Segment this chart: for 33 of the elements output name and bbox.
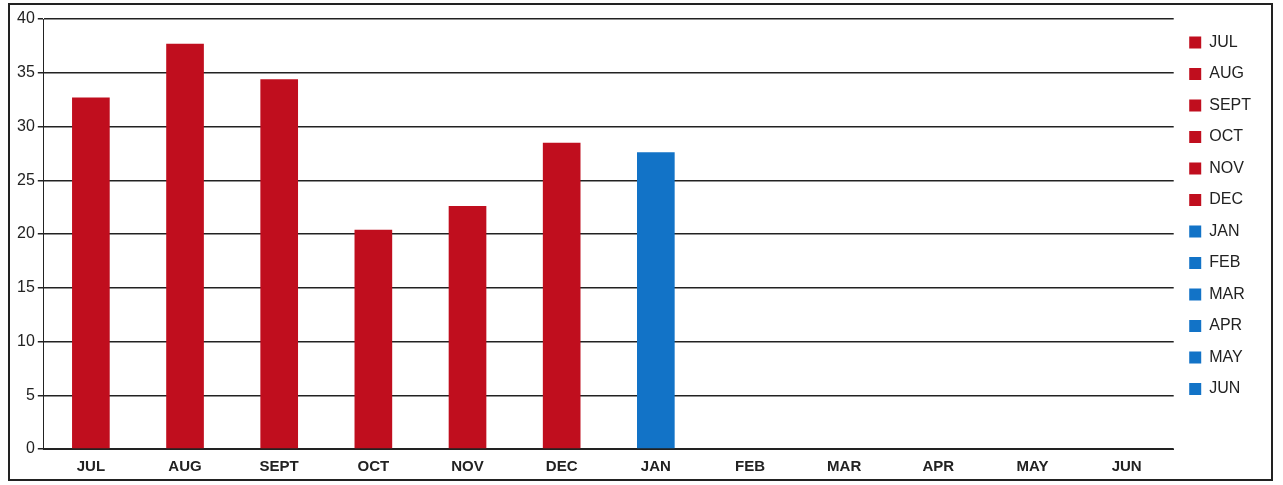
legend-label: MAR bbox=[1209, 284, 1245, 302]
x-tick-label: NOV bbox=[451, 457, 484, 475]
y-tick-label: 20 bbox=[17, 224, 35, 242]
legend-label: JUL bbox=[1209, 32, 1238, 50]
x-tick-label: JUN bbox=[1111, 457, 1142, 475]
x-tick-label: JUL bbox=[76, 457, 106, 475]
y-tick-label: 35 bbox=[17, 63, 35, 81]
x-tick-label: APR bbox=[922, 457, 955, 475]
y-tick-label: 10 bbox=[17, 331, 35, 349]
x-tick-label: FEB bbox=[734, 457, 766, 475]
legend-label: DEC bbox=[1209, 190, 1243, 208]
x-tick-label: MAY bbox=[1016, 457, 1049, 475]
legend-label: MAY bbox=[1209, 347, 1244, 365]
x-tick-label: OCT bbox=[357, 457, 390, 475]
x-tick-label: SEPT bbox=[259, 457, 299, 475]
legend-label: NOV bbox=[1209, 158, 1245, 176]
x-tick-label: AUG bbox=[168, 457, 202, 475]
y-tick-label: 15 bbox=[17, 278, 35, 296]
legend-label: OCT bbox=[1209, 127, 1244, 145]
legend-label: JUN bbox=[1209, 379, 1241, 397]
y-tick-label: 40 bbox=[17, 9, 35, 27]
y-tick-label: 30 bbox=[17, 116, 35, 134]
x-tick-label: MAR bbox=[827, 457, 862, 475]
x-tick-label: DEC bbox=[545, 457, 578, 475]
legend-label: SEPT bbox=[1209, 95, 1252, 113]
x-tick-label: JAN bbox=[640, 457, 671, 475]
y-tick-label: 0 bbox=[25, 439, 35, 457]
y-tick-label: 5 bbox=[25, 385, 35, 403]
legend-label: AUG bbox=[1209, 64, 1244, 82]
legend-label: APR bbox=[1209, 316, 1243, 334]
legend-label: FEB bbox=[1209, 253, 1241, 271]
y-tick-label: 25 bbox=[17, 170, 35, 188]
legend-label: JAN bbox=[1209, 221, 1240, 239]
